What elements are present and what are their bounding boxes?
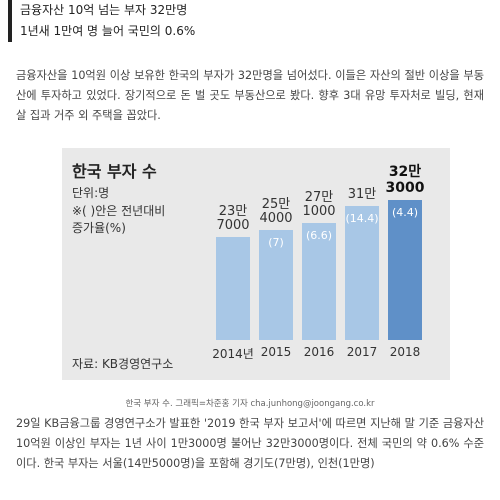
chart-title: 한국 부자 수 bbox=[72, 162, 157, 181]
paragraph: 금융자산을 10억원 이상 보유한 한국의 부자가 32만명을 넘어섰다. 이들… bbox=[16, 69, 484, 122]
subheadline: 1년새 1만여 명 늘어 국민의 0.6% bbox=[20, 24, 196, 38]
value-label: 27만 1000 bbox=[302, 189, 336, 219]
bar bbox=[345, 205, 379, 340]
x-tick-label: 2016 bbox=[303, 345, 335, 359]
value-label: 32만 3000 bbox=[385, 164, 425, 196]
paragraph: 29일 KB금융그룹 경영연구소가 발표한 '2019 한국 부자 보고서'에 … bbox=[16, 417, 484, 470]
growth-label: (14.4) bbox=[345, 211, 379, 225]
chart: 한국 부자 수 단위:명 ※( )안은 전년대비 증가율(%) 자료: KB경영… bbox=[62, 148, 450, 380]
chart-source: 자료: KB경영연구소 bbox=[72, 357, 174, 371]
bar bbox=[302, 222, 336, 340]
headline: 금융자산 10억 넘는 부자 32만명 bbox=[20, 3, 188, 17]
header: 금융자산 10억 넘는 부자 32만명 1년새 1만여 명 늘어 국민의 0.6… bbox=[8, 0, 460, 42]
value-label: 25만 4000 bbox=[259, 196, 293, 226]
bar bbox=[216, 237, 250, 340]
caption: 한국 부자 수. 그래픽=차준홍 기자 cha.junhong@joongang… bbox=[125, 399, 375, 409]
chart-unit: 단위:명 bbox=[72, 186, 110, 200]
x-tick-label: 2018 bbox=[389, 345, 421, 359]
x-tick-label: 2017 bbox=[346, 345, 378, 359]
growth-label: (7) bbox=[268, 235, 284, 249]
growth-label: (6.6) bbox=[305, 228, 333, 242]
growth-label: (4.4) bbox=[391, 206, 419, 219]
value-label: 31만 bbox=[347, 186, 377, 202]
value-label: 23만 7000 bbox=[216, 204, 250, 234]
x-tick-label: 2014년 bbox=[212, 347, 254, 361]
chart-note: ※( )안은 전년대비 증가율(%) bbox=[72, 204, 166, 235]
x-tick-label: 2015 bbox=[260, 345, 292, 359]
bar bbox=[259, 229, 293, 340]
bar bbox=[388, 200, 422, 340]
